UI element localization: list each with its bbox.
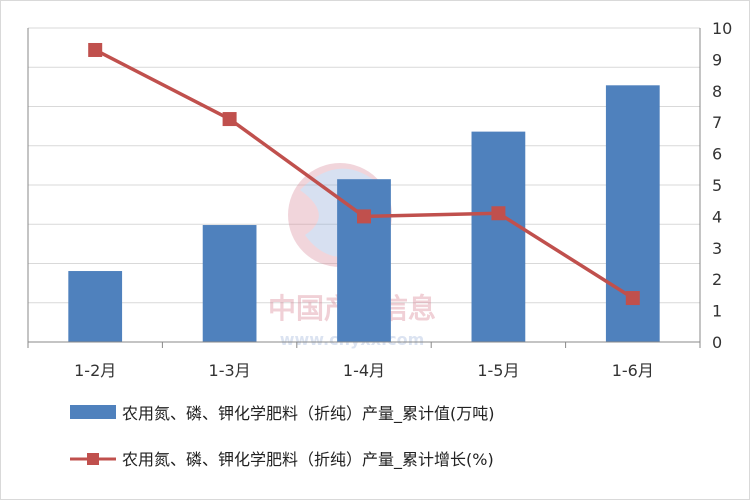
legend: 农用氮、磷、钾化学肥料（折纯）产量_累计值(万吨) 农用氮、磷、钾化学肥料（折纯… (70, 404, 495, 470)
legend-bar-swatch (70, 405, 116, 419)
axes (27, 28, 701, 348)
bar (68, 271, 123, 342)
x-tick-label: 1-6月 (612, 361, 654, 380)
right-tick-label: 0 (712, 333, 722, 352)
x-tick-label: 1-2月 (74, 361, 116, 380)
right-tick-label: 2 (712, 270, 722, 289)
bar (202, 225, 257, 342)
right-tick-label: 3 (712, 239, 722, 258)
bar (471, 131, 526, 342)
right-tick-label: 1 (712, 302, 722, 321)
right-tick-label: 8 (712, 82, 722, 101)
growth-marker (625, 291, 640, 306)
growth-marker (357, 209, 371, 224)
right-tick-label: 7 (712, 113, 722, 132)
right-tick-label: 9 (712, 50, 722, 69)
growth-marker (88, 42, 103, 57)
line-series (88, 42, 640, 306)
bar (337, 179, 391, 342)
x-tick-label: 1-5月 (477, 361, 519, 380)
x-tick-label: 1-4月 (343, 361, 385, 380)
legend-line-marker (87, 453, 99, 465)
tick-labels: 1-2月 1-3月 1-4月 1-5月 1-6月 0 1 2 3 4 5 6 7 8 9 10 (74, 19, 732, 380)
right-tick-label: 6 (712, 145, 722, 164)
right-tick-label: 5 (712, 176, 722, 195)
legend-line-label: 农用氮、磷、钾化学肥料（折纯）产量_累计增长(%) (122, 450, 494, 470)
legend-bar-label: 农用氮、磷、钾化学肥料（折纯）产量_累计值(万吨) (122, 404, 495, 424)
right-tick-label: 10 (712, 19, 732, 38)
growth-marker (222, 112, 237, 127)
x-tick-label: 1-3月 (209, 361, 251, 380)
right-tick-label: 4 (712, 207, 722, 226)
growth-marker (491, 206, 506, 221)
bar-series (68, 85, 660, 343)
